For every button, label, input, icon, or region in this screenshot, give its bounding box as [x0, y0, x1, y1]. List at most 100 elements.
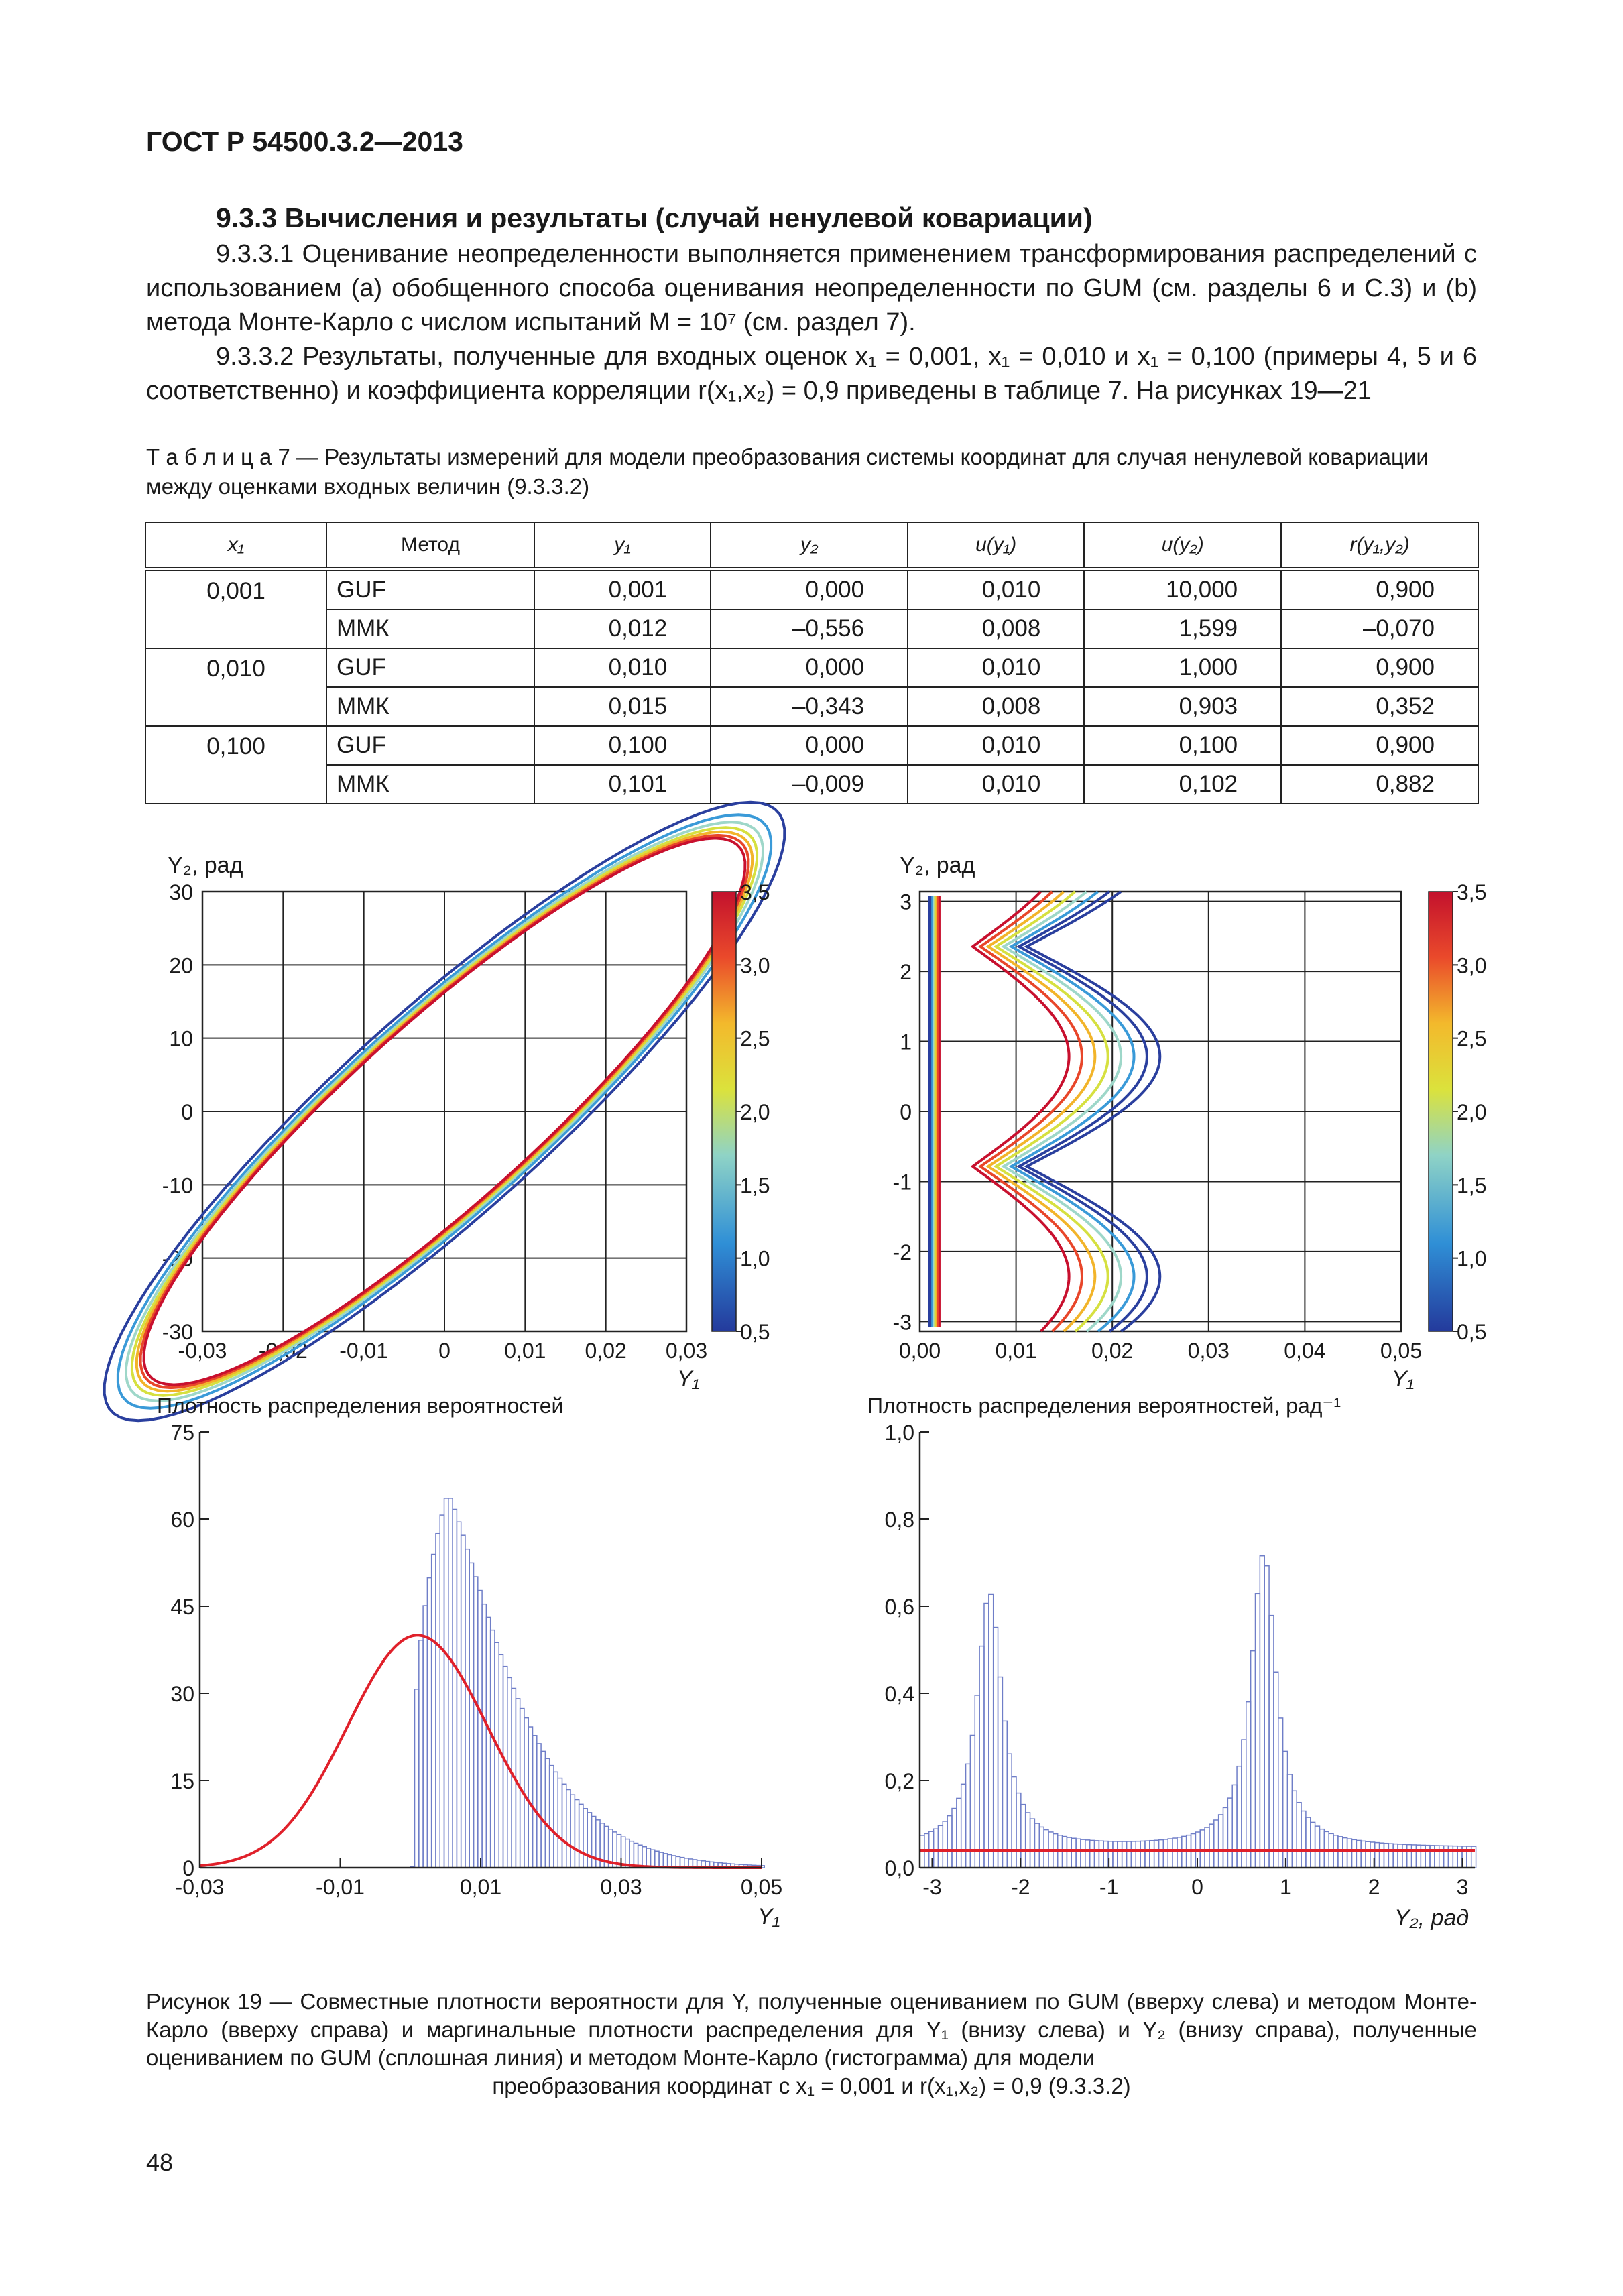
- histogram-bar: [956, 1797, 962, 1868]
- histogram-bar: [1071, 1837, 1077, 1868]
- histogram-bar: [1402, 1844, 1408, 1868]
- chart-title: Плотность распределения вероятностей: [157, 1394, 563, 1418]
- histogram-bar: [1346, 1838, 1353, 1868]
- table-row: ММК 0,015 –0,343 0,008 0,903 0,352: [145, 686, 1479, 727]
- histogram-bar: [1029, 1818, 1036, 1868]
- tick-label: 10: [169, 1027, 193, 1051]
- tick-label: 0,02: [1091, 1339, 1133, 1363]
- histogram-bar: [1085, 1839, 1091, 1868]
- histogram-bar: [1103, 1840, 1109, 1868]
- histogram-bar: [1149, 1839, 1155, 1868]
- contour-line: [1016, 890, 1148, 1333]
- histogram-bar: [553, 1771, 558, 1868]
- histogram-bar: [587, 1812, 593, 1868]
- tick-label: 3: [1457, 1875, 1469, 1899]
- cell: 0,903: [1083, 686, 1282, 727]
- colorbar-tick-label: 1,5: [1457, 1173, 1486, 1197]
- section-title: 9.3.3 Вычисления и результаты (случай не…: [216, 202, 1093, 233]
- histogram-bar: [469, 1562, 475, 1868]
- histogram-bar: [947, 1815, 953, 1868]
- histogram-bar: [937, 1825, 944, 1868]
- colorbar-tick-label: 0,5: [1457, 1320, 1486, 1344]
- histogram-bar: [1420, 1844, 1426, 1868]
- tick-label: -10: [162, 1173, 193, 1197]
- histogram-bar: [979, 1645, 985, 1868]
- tick-label: 45: [170, 1595, 194, 1619]
- histogram-bar: [1397, 1844, 1403, 1868]
- colorbar-tick-label: 1,0: [740, 1247, 770, 1271]
- histogram-bar: [481, 1603, 487, 1868]
- histogram-bar: [1392, 1843, 1398, 1868]
- histogram-bar: [997, 1676, 1004, 1868]
- histogram-bar: [654, 1850, 660, 1868]
- histogram-bar: [1337, 1836, 1343, 1868]
- table-row: ММК 0,101 –0,009 0,010 0,102 0,882: [145, 764, 1479, 804]
- histogram-bar: [1254, 1593, 1261, 1868]
- y-axis-label: Y₂, рад: [168, 853, 243, 878]
- histogram-bar: [960, 1783, 967, 1868]
- tick-label: 30: [169, 880, 193, 904]
- x-axis-label: Y₁: [758, 1904, 780, 1929]
- histogram-bar: [1162, 1839, 1168, 1868]
- histogram-bar: [1080, 1839, 1086, 1868]
- histogram-bar: [489, 1629, 495, 1868]
- histogram-bar: [1024, 1812, 1031, 1868]
- histogram-bar: [1250, 1650, 1256, 1868]
- cell: –0,009: [710, 764, 909, 804]
- cell: 10,000: [1083, 568, 1282, 610]
- histogram-bar: [452, 1508, 458, 1868]
- histogram-bar: [1038, 1826, 1044, 1868]
- histogram-bar: [465, 1548, 470, 1868]
- histogram-bar: [1172, 1837, 1178, 1868]
- cell: 0,012: [533, 609, 712, 649]
- tick-label: 60: [170, 1508, 194, 1532]
- histogram-bar: [548, 1764, 554, 1868]
- histogram-bar: [583, 1808, 588, 1868]
- histogram-bar: [460, 1534, 466, 1868]
- col-y2: y₂: [710, 522, 909, 571]
- contour-line: [978, 890, 1084, 1333]
- cell: 0,352: [1280, 686, 1479, 727]
- histogram-bar: [965, 1763, 971, 1868]
- histogram-bar: [1291, 1790, 1297, 1868]
- histogram-bar: [557, 1777, 563, 1868]
- cell: 0,100: [533, 725, 712, 766]
- histogram-bar: [671, 1855, 676, 1868]
- gum-curve: [199, 1634, 762, 1869]
- cell: 1,599: [1083, 609, 1282, 649]
- histogram-bar: [1043, 1829, 1049, 1868]
- contour-line: [1001, 890, 1123, 1333]
- tick-label: 0,05: [1380, 1339, 1422, 1363]
- histogram-bar: [1415, 1844, 1422, 1868]
- cell: 0,000: [710, 725, 909, 766]
- histogram-bar: [570, 1794, 576, 1868]
- results-table: x₁ Метод y₁ y₂ u(y₁) u(y₂) r(y₁,y₂) 0,00…: [145, 522, 1479, 804]
- histogram-bar: [675, 1856, 681, 1868]
- tick-label: -0,03: [176, 1875, 225, 1899]
- tick-label: 2: [1368, 1875, 1380, 1899]
- tick-label: 1,0: [885, 1421, 914, 1445]
- tick-label: 0,01: [504, 1339, 546, 1363]
- cell: 0,008: [907, 686, 1085, 727]
- cell: 0,100: [1083, 725, 1282, 766]
- paragraph-1: 9.3.3.1 Оценивание неопределенности выпо…: [146, 240, 1477, 337]
- cell: 0,015: [533, 686, 712, 727]
- histogram-bar: [1305, 1817, 1311, 1868]
- histogram-bar: [1241, 1739, 1247, 1868]
- histogram-bar: [418, 1640, 424, 1868]
- tick-label: -0,03: [178, 1339, 227, 1363]
- histogram-bar: [1167, 1838, 1173, 1868]
- histogram-bar: [1140, 1840, 1146, 1868]
- histogram-bar: [662, 1853, 668, 1868]
- cell: 1,000: [1083, 648, 1282, 688]
- histogram-bar: [477, 1589, 483, 1868]
- histogram-bar: [574, 1799, 580, 1868]
- histogram-bar: [1034, 1823, 1040, 1868]
- histogram-bar: [1429, 1845, 1435, 1868]
- histogram-bar: [1246, 1701, 1252, 1868]
- colorbar-tick-label: 1,5: [740, 1173, 770, 1197]
- histogram-bar: [969, 1734, 976, 1868]
- page-number: 48: [146, 2149, 174, 2176]
- table-row: ММК 0,012 –0,556 0,008 1,599 –0,070: [145, 609, 1479, 649]
- tick-label: 0,02: [585, 1339, 627, 1363]
